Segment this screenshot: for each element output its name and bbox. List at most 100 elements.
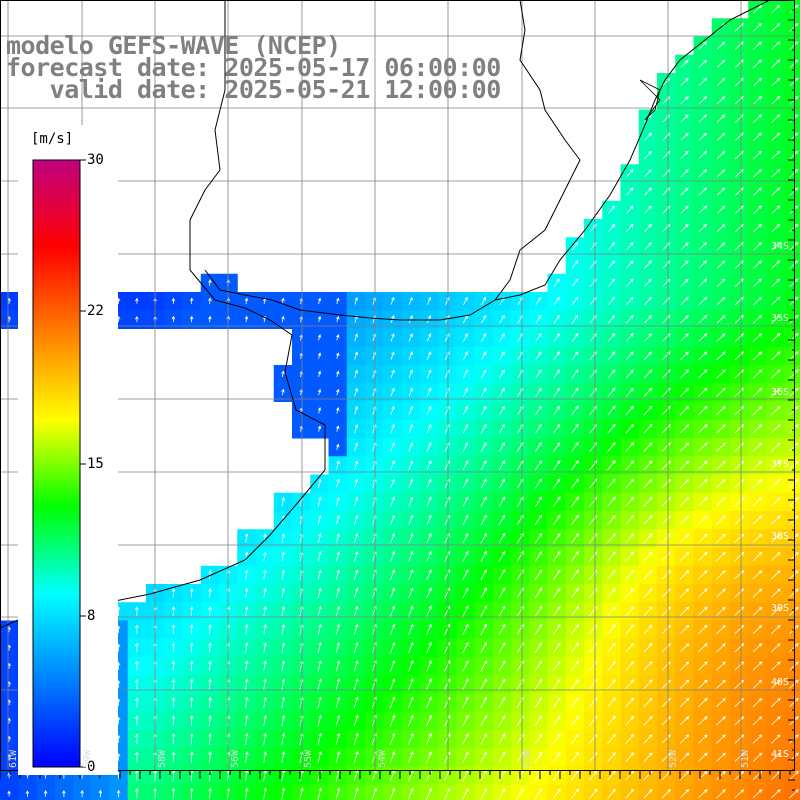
- wind-arrow: [734, 442, 745, 452]
- wind-arrow: [716, 515, 726, 525]
- wind-arrow: [153, 787, 157, 800]
- wind-arrow: [679, 387, 690, 397]
- wind-arrow: [408, 423, 414, 434]
- wind-arrow: [317, 297, 322, 305]
- wind-arrow: [753, 132, 762, 141]
- wind-arrow: [281, 605, 286, 617]
- wind-arrow: [336, 333, 340, 341]
- wind-arrow: [625, 642, 635, 653]
- wind-arrow: [336, 352, 340, 359]
- wind-arrow: [644, 296, 652, 306]
- wind-arrow: [389, 787, 396, 800]
- wind-arrow: [281, 750, 286, 764]
- wind-arrow: [171, 587, 176, 598]
- wind-arrow: [607, 752, 616, 763]
- wind-arrow: [353, 587, 359, 599]
- wind-arrow: [607, 333, 616, 342]
- wind-arrow: [734, 624, 745, 635]
- wind-arrow: [607, 278, 616, 287]
- wind-arrow: [244, 297, 249, 305]
- wind-arrow: [661, 624, 671, 635]
- wind-arrow: [480, 478, 487, 489]
- wind-arrow: [789, 478, 799, 489]
- wind-cell: [529, 784, 548, 800]
- wind-arrow: [752, 460, 763, 470]
- wind-cell: [784, 584, 800, 603]
- wind-arrow: [789, 241, 799, 251]
- wind-arrow: [498, 532, 506, 544]
- wind-arrow: [317, 696, 322, 709]
- wind-arrow: [354, 460, 359, 470]
- wind-arrow: [625, 569, 635, 580]
- wind-arrow: [698, 96, 707, 105]
- wind-arrow: [535, 423, 542, 434]
- wind-arrow: [752, 679, 763, 689]
- wind-arrow: [263, 678, 267, 690]
- wind-arrow: [553, 423, 561, 434]
- wind-arrow: [771, 187, 781, 196]
- wind-cell: [784, 292, 800, 311]
- wind-arrow: [354, 514, 359, 525]
- lat-label-40s: 40S: [771, 677, 790, 688]
- lat-label-39s: 39S: [771, 603, 790, 614]
- wind-arrow: [570, 587, 579, 599]
- wind-arrow: [553, 387, 561, 397]
- wind-arrow: [171, 787, 176, 800]
- wind-arrow: [480, 641, 487, 654]
- wind-cell: [620, 784, 640, 800]
- wind-arrow: [643, 423, 653, 434]
- wind-arrow: [171, 624, 176, 635]
- wind-arrow: [698, 260, 708, 269]
- wind-arrow: [498, 660, 506, 672]
- wind-arrow: [679, 789, 690, 799]
- wind-arrow: [661, 423, 671, 434]
- wind-arrow: [552, 697, 561, 708]
- wind-arrow: [317, 641, 322, 654]
- wind-cell: [784, 419, 800, 439]
- wind-arrow: [789, 187, 799, 196]
- wind-arrow: [789, 260, 799, 269]
- wind-arrow: [390, 423, 395, 434]
- wind-arrow: [752, 515, 763, 525]
- wind-arrow: [498, 587, 506, 599]
- wind-arrow: [570, 532, 579, 544]
- wind-arrow: [552, 514, 561, 526]
- wind-arrow: [625, 715, 635, 726]
- wind-arrow: [390, 551, 395, 562]
- wind-arrow: [498, 460, 505, 471]
- wind-arrow: [570, 697, 579, 708]
- wind-arrow: [444, 423, 450, 434]
- wind-arrow: [771, 241, 781, 251]
- wind-cell: [784, 18, 800, 37]
- wind-arrow: [789, 387, 799, 397]
- wind-arrow: [535, 314, 542, 324]
- wind-arrow: [698, 278, 708, 287]
- wind-arrow: [408, 496, 414, 507]
- wind-arrow: [408, 514, 414, 525]
- wind-arrow: [716, 150, 726, 160]
- wind-arrow: [626, 169, 634, 178]
- wind-arrow: [390, 532, 395, 544]
- wind-arrow: [771, 387, 781, 397]
- wind-arrow: [661, 551, 671, 562]
- wind-arrow: [734, 734, 745, 744]
- wind-cell: [456, 784, 475, 800]
- wind-arrow: [716, 205, 726, 214]
- wind-arrow: [679, 460, 690, 470]
- wind-arrow: [426, 351, 432, 360]
- wind-arrow: [698, 169, 707, 178]
- wind-arrow: [571, 241, 579, 251]
- wind-arrow: [698, 789, 708, 799]
- colorbar-tick-0: 0: [87, 759, 96, 775]
- wind-arrow: [716, 132, 726, 141]
- wind-arrow: [353, 678, 359, 690]
- wind-arrow: [407, 787, 414, 800]
- wind-arrow: [661, 588, 671, 598]
- wind-arrow: [771, 551, 781, 562]
- wind-arrow: [498, 623, 506, 635]
- wind-arrow: [444, 405, 450, 415]
- wind-arrow: [317, 514, 322, 525]
- wind-arrow: [698, 624, 708, 635]
